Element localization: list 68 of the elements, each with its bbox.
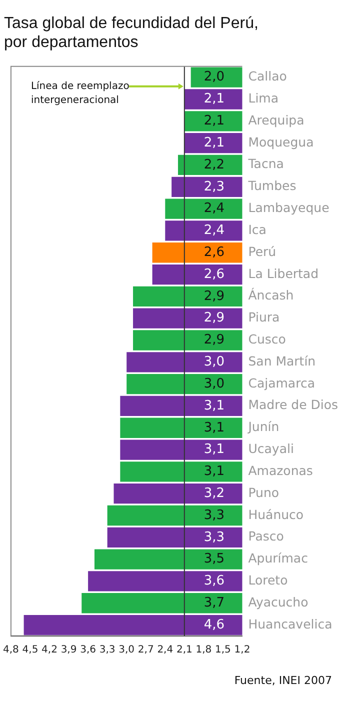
y-tick-label: Piura — [248, 310, 280, 325]
data-label: 2,3 — [204, 179, 225, 194]
data-label: 3,3 — [204, 530, 225, 545]
source-note: Fuente, INEI 2007 — [234, 674, 332, 687]
data-label: 2,1 — [204, 114, 225, 129]
x-tick-label: 2,4 — [157, 644, 174, 656]
y-tick-label: Moquegua — [248, 134, 314, 150]
data-label: 3,0 — [204, 354, 225, 370]
data-label: 2,1 — [204, 92, 225, 107]
y-tick-label: Tacna — [247, 156, 284, 172]
y-tick-label: Huánuco — [248, 506, 304, 522]
y-tick-label: Madre de Dios — [248, 397, 338, 412]
y-tick-label: Perú — [248, 244, 276, 259]
y-tick-label: Ica — [248, 222, 266, 237]
chart-title: Tasa global de fecundidad del Perú, por departamentos — [4, 15, 258, 52]
data-label: 2,6 — [204, 244, 225, 260]
data-label: 3,3 — [204, 508, 225, 523]
y-tick-label: Callao — [248, 68, 287, 84]
data-label: 3,2 — [204, 486, 225, 501]
x-tick-label: 1,5 — [215, 644, 231, 656]
x-tick-label: 3,3 — [99, 644, 116, 656]
data-label: 3,6 — [204, 574, 225, 589]
y-tick-label: Ucayali — [248, 441, 294, 456]
data-label: 3,1 — [204, 442, 225, 458]
y-tick-label: Arequipa — [248, 112, 304, 128]
x-tick-label: 1,8 — [196, 644, 212, 656]
x-tick-label: 2,1 — [176, 644, 192, 656]
data-label: 2,4 — [204, 201, 225, 216]
x-tick-label: 1,2 — [234, 644, 250, 656]
x-tick-label: 3,9 — [60, 644, 77, 656]
data-label: 2,9 — [204, 288, 225, 304]
data-label: 3,5 — [204, 552, 225, 567]
data-label: 2,0 — [204, 70, 225, 85]
y-tick-label: Cajamarca — [248, 375, 315, 390]
y-tick-label: Amazonas — [248, 462, 313, 478]
x-tick-label: 4,2 — [42, 644, 58, 656]
y-tick-label: Puno — [248, 484, 280, 500]
data-label: 2,1 — [204, 135, 225, 150]
y-tick-label: San Martín — [248, 353, 316, 368]
y-tick-label: Loreto — [248, 572, 288, 588]
x-tick-label: 4,5 — [22, 644, 38, 656]
x-tick-label: 3,6 — [80, 644, 96, 656]
y-tick-label: Cusco — [248, 331, 286, 346]
data-label: 3,1 — [204, 420, 225, 436]
y-tick-label: Pasco — [248, 528, 284, 544]
data-label: 2,4 — [204, 223, 225, 238]
y-tick-label: Lambayeque — [248, 200, 330, 216]
y-tick-label: Junín — [247, 419, 280, 434]
data-label: 2,6 — [204, 266, 225, 282]
data-label: 2,9 — [204, 310, 225, 326]
y-tick-label: Lima — [248, 90, 279, 106]
y-tick-label: Tumbes — [247, 178, 296, 194]
x-tick-label: 2,7 — [138, 644, 154, 656]
data-label: 3,7 — [204, 596, 225, 611]
y-tick-label: Apurímac — [248, 550, 308, 566]
y-tick-label: Huancavelica — [248, 616, 332, 632]
y-tick-label: La Libertad — [248, 266, 319, 281]
data-label: 2,9 — [204, 332, 225, 348]
x-tick-label: 3,0 — [118, 644, 135, 656]
y-tick-label: Áncash — [248, 288, 294, 303]
data-label: 3,1 — [204, 398, 225, 414]
data-label: 3,1 — [204, 464, 225, 480]
data-label: 3,0 — [204, 376, 225, 392]
x-tick-label: 4,8 — [3, 644, 19, 656]
ref-line-label: Línea de reemplazo intergeneracional — [30, 80, 130, 106]
y-tick-label: Ayacucho — [248, 594, 308, 610]
data-label: 2,2 — [204, 157, 225, 172]
data-label: 4,6 — [204, 617, 225, 632]
